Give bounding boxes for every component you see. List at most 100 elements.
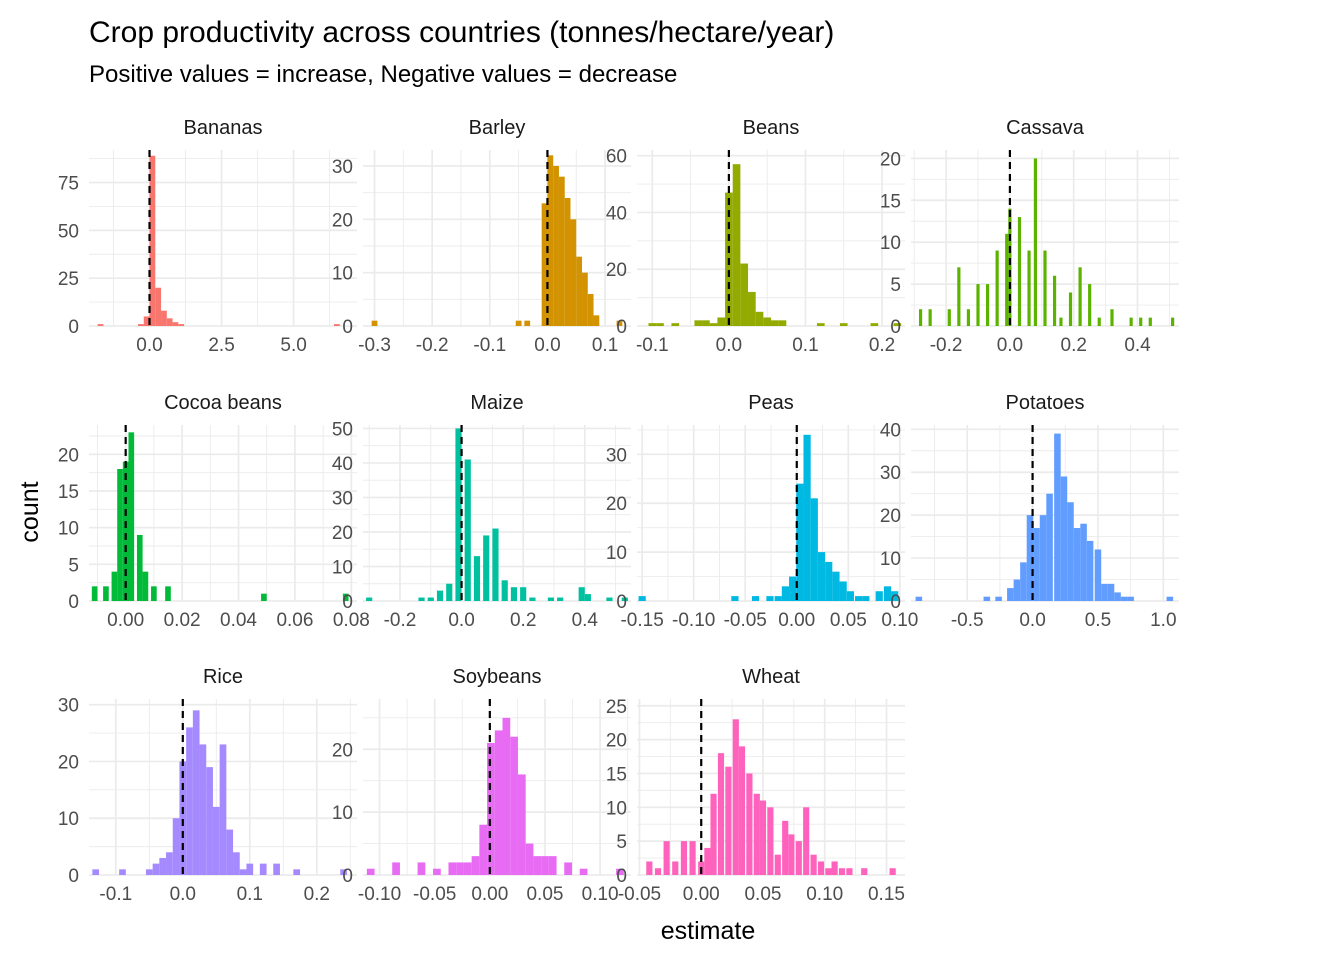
bar-potatoes: [1094, 549, 1102, 601]
y-tick-label: 50: [332, 419, 353, 440]
bar-beans: [740, 263, 749, 326]
bar-cassava: [1033, 158, 1038, 326]
bar-maize: [547, 597, 554, 601]
x-tick-label: 0.0: [997, 335, 1023, 356]
bar-bananas: [137, 324, 144, 326]
x-tick-label: 0.05: [526, 884, 563, 905]
bar-cocoa-beans: [122, 461, 129, 601]
y-tick-label: 75: [58, 174, 79, 195]
bar-cassava: [1148, 317, 1152, 326]
bar-bananas: [161, 310, 167, 326]
bar-wheat: [732, 719, 739, 875]
bar-cocoa-beans: [103, 586, 109, 601]
bar-wheat: [646, 861, 653, 875]
bar-rice: [233, 852, 240, 875]
bar-potatoes: [1033, 528, 1040, 601]
bar-soybeans: [502, 717, 511, 875]
bar-soybeans: [487, 743, 495, 875]
bar-potatoes: [1080, 523, 1087, 601]
bar-cassava: [957, 267, 961, 326]
y-tick-label: 0: [342, 592, 353, 613]
bar-cassava: [966, 309, 971, 326]
bar-peas: [846, 591, 854, 601]
bar-soybeans: [494, 730, 503, 875]
x-tick-label: -0.15: [620, 610, 663, 631]
facet-title: Rice: [203, 666, 243, 688]
bar-peas: [839, 581, 847, 601]
bar-peas: [825, 561, 833, 601]
bar-soybeans: [548, 856, 557, 875]
bar-peas: [817, 552, 826, 601]
bar-cassava: [1139, 317, 1143, 326]
bar-soybeans: [456, 862, 464, 875]
bar-soybeans: [417, 862, 426, 875]
x-tick-label: 0.1: [237, 884, 263, 905]
x-tick-label: -0.05: [724, 610, 767, 631]
y-tick-label: 40: [606, 203, 627, 224]
bar-peas: [789, 576, 797, 601]
x-tick-label: 2.5: [208, 335, 234, 356]
bar-beans: [893, 323, 902, 326]
bar-beans: [648, 323, 657, 326]
facet-title: Bananas: [184, 117, 263, 139]
y-tick-label: 10: [332, 557, 353, 578]
bar-rice: [239, 869, 247, 875]
facet-potatoes: Potatoes -0.5 0.0 0.5 1.0 0 10 20 30 40: [880, 392, 1179, 631]
y-tick-label: 20: [332, 210, 353, 231]
bar-wheat: [861, 868, 868, 875]
bar-barley: [553, 166, 559, 326]
bar-cocoa-beans: [151, 586, 157, 601]
y-tick-label: 20: [606, 494, 627, 515]
x-tick-label: 0.0: [136, 335, 162, 356]
y-tick-label: 0: [68, 866, 79, 887]
bar-cassava: [976, 284, 980, 326]
bar-soybeans: [517, 774, 526, 875]
bar-rice: [172, 818, 180, 875]
bar-potatoes: [1026, 515, 1034, 601]
bar-wheat: [672, 861, 679, 875]
bar-peas: [638, 596, 646, 601]
bar-barley: [576, 256, 583, 326]
bar-cassava: [1171, 317, 1175, 326]
bar-potatoes: [1086, 540, 1094, 601]
x-tick-label: 0.15: [868, 884, 905, 905]
bar-soybeans: [479, 824, 488, 875]
bar-cassava: [1078, 267, 1082, 326]
bar-rice: [212, 806, 220, 875]
bar-soybeans: [533, 856, 542, 875]
bar-potatoes: [1114, 592, 1121, 601]
bar-barley: [541, 203, 548, 326]
bar-potatoes: [1020, 562, 1027, 601]
x-tick-label: 0.10: [881, 610, 918, 631]
y-tick-label: 20: [332, 740, 353, 761]
y-tick-label: 10: [880, 549, 901, 570]
y-tick-label: 10: [58, 809, 79, 830]
bar-beans: [771, 320, 779, 326]
bar-barley: [371, 320, 378, 326]
bar-barley: [587, 294, 594, 326]
bar-cassava: [1027, 250, 1031, 326]
bar-maize: [557, 597, 564, 601]
x-tick-label: 0.0: [448, 610, 474, 631]
bar-potatoes: [1054, 433, 1061, 601]
y-tick-label: 5: [616, 832, 627, 853]
bar-wheat: [838, 868, 846, 875]
bar-beans: [717, 317, 726, 326]
y-tick-label: 15: [606, 764, 627, 785]
bar-wheat: [759, 800, 767, 875]
y-tick-label: 30: [58, 696, 79, 717]
bar-potatoes: [1039, 515, 1047, 601]
bar-beans: [732, 164, 741, 326]
x-tick-label: 0.05: [830, 610, 867, 631]
bar-cocoa-beans: [117, 469, 123, 601]
bar-peas: [803, 434, 811, 601]
bar-wheat: [817, 861, 825, 875]
bar-maize: [427, 597, 434, 601]
bar-cocoa-beans: [128, 432, 135, 601]
x-tick-label: 0.08: [333, 610, 370, 631]
x-tick-label: 0.06: [276, 610, 313, 631]
bar-beans: [656, 323, 664, 326]
bar-rice: [340, 869, 347, 875]
x-tick-label: 0.4: [1124, 335, 1151, 356]
